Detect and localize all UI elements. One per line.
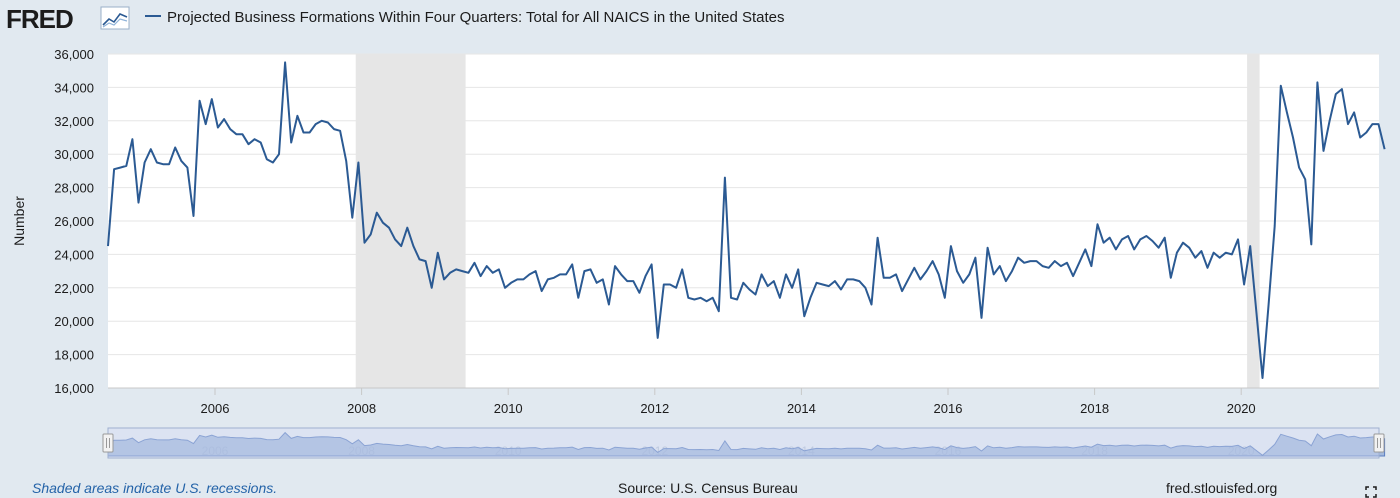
- y-tick-label: 18,000: [54, 348, 94, 363]
- legend: Projected Business Formations Within Fou…: [145, 9, 784, 26]
- x-tick-label: 2020: [1227, 401, 1256, 416]
- fred-url[interactable]: fred.stlouisfed.org: [1166, 480, 1278, 496]
- series-line: [107, 61, 1386, 379]
- range-handle-right-icon[interactable]: [1373, 433, 1385, 453]
- legend-label: Projected Business Formations Within Fou…: [167, 9, 785, 26]
- series-layer: [107, 61, 1386, 379]
- x-tick-label: 2016: [934, 401, 963, 416]
- y-tick-label: 36,000: [54, 47, 94, 62]
- x-tick-label: 2012: [640, 401, 669, 416]
- range-handle-left-icon[interactable]: [102, 433, 114, 453]
- y-tick-label: 28,000: [54, 181, 94, 196]
- legend-line-icon: [145, 15, 161, 18]
- y-tick-label: 30,000: [54, 147, 94, 162]
- chart-header: FRED Projected Business Formations Withi…: [0, 0, 1400, 40]
- y-tick-label: 24,000: [54, 247, 94, 262]
- recession-note[interactable]: Shaded areas indicate U.S. recessions.: [32, 480, 278, 496]
- x-tick-label: 2010: [494, 401, 523, 416]
- fred-logo[interactable]: FRED: [6, 4, 74, 34]
- y-tick-label: 22,000: [54, 281, 94, 296]
- y-axis: 16,000 18,000 20,000 22,000 24,000 26,000 28,0…: [54, 47, 94, 396]
- y-tick-label: 16,000: [54, 381, 94, 396]
- x-tick-label: 2008: [347, 401, 376, 416]
- x-axis: 2006 2008 2010 2012 2014 2016 2018 2020: [108, 387, 1379, 416]
- expand-icon[interactable]: [1365, 486, 1377, 498]
- fred-logo-chart-icon: [100, 6, 130, 30]
- source-label[interactable]: Source: U.S. Census Bureau: [618, 480, 798, 496]
- x-tick-label: 2014: [787, 401, 816, 416]
- x-tick-label: 2018: [1080, 401, 1109, 416]
- navigator-selection[interactable]: [107, 427, 1380, 459]
- chart: 16,000 18,000 20,000 22,000 24,000 26,000 28,0…: [11, 47, 1386, 459]
- y-tick-label: 20,000: [54, 314, 94, 329]
- navigator-area: [107, 431, 1386, 457]
- y-tick-label: 26,000: [54, 214, 94, 229]
- navigator-series: [107, 431, 1386, 457]
- x-tick-label: 2006: [201, 401, 230, 416]
- y-tick-label: 34,000: [54, 80, 94, 95]
- y-axis-label: Number: [11, 196, 27, 246]
- y-tick-label: 32,000: [54, 114, 94, 129]
